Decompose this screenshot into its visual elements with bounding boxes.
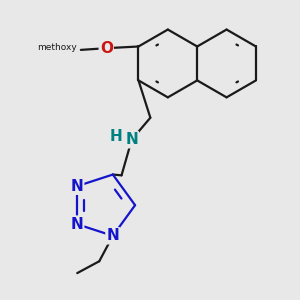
Text: O: O [100, 41, 113, 56]
Text: N: N [106, 228, 119, 243]
Text: methoxy: methoxy [38, 43, 77, 52]
Text: H: H [110, 129, 123, 144]
Text: N: N [70, 179, 83, 194]
Text: N: N [70, 217, 83, 232]
Text: N: N [125, 132, 138, 147]
